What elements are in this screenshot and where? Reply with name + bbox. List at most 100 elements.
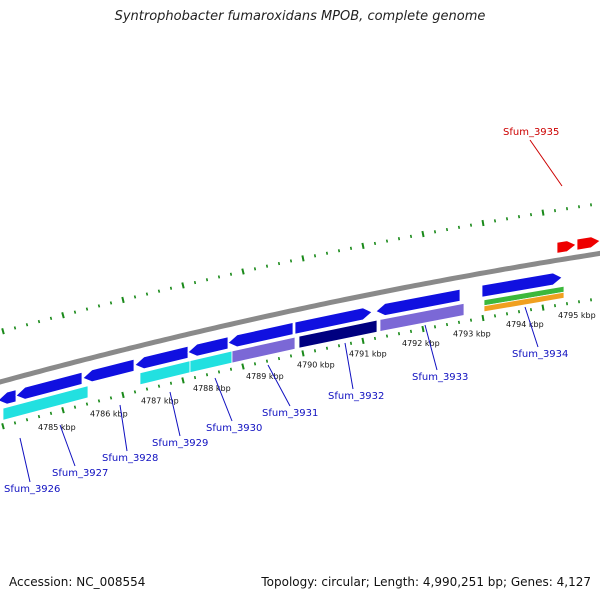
outer-tick-mark [385,239,389,243]
outer-tick-mark [277,261,281,266]
cds-arrow [15,371,83,400]
outer-tick-mark [493,219,497,223]
outer-tick-mark [409,234,413,239]
inner-tick-mark [529,308,533,312]
outer-tick-mark [349,246,353,250]
outer-tick-mark [529,213,533,217]
outer-tick-mark [157,289,161,293]
inner-tick-mark [433,325,437,329]
kbp-label: 4789 kbp [246,372,284,381]
inner-tick-mark [277,356,281,361]
map-title: Syntrophobacter fumaroxidans MPOB, compl… [114,9,486,24]
gene-label-leader [169,391,181,437]
outer-tick-mark [289,259,293,263]
kbp-label: 4787 kbp [141,397,179,406]
gene-label-leader [267,364,291,407]
gene-label: Sfum_3934 [512,349,568,360]
outer-tick-mark [25,323,29,327]
outer-tick-mark [217,275,221,279]
kbp-label: 4795 kbp [558,311,596,320]
outer-tick-mark [85,307,89,311]
gene-label: Sfum_3927 [52,468,108,479]
cds-arrow [481,272,563,298]
outer-tick-mark [169,286,173,290]
inner-tick-mark [409,329,413,334]
kbp-label: 4794 kbp [506,320,544,329]
outer-tick-mark [517,215,521,219]
outer-tick-mark [361,242,365,249]
inner-tick-mark [373,336,377,341]
outer-tick-mark [421,230,425,238]
inner-tick-mark [385,334,389,338]
outer-tick-mark [265,264,269,268]
gene-label-leader [529,139,563,187]
cds-arrow [227,322,294,348]
outer-tick-mark [181,282,185,289]
cds-arrow [375,288,461,316]
inner-tick-mark [97,399,101,403]
outer-tick-mark [121,296,125,304]
outer-tick-mark [337,249,341,253]
inner-tick-mark [1,423,5,430]
outer-tick-mark [193,280,197,285]
gene-label-highlight: Sfum_3935 [503,127,559,138]
kbp-label: 4792 kbp [402,339,440,348]
outer-tick-mark [109,301,113,305]
gene-label: Sfum_3926 [4,484,60,495]
inner-tick-mark [541,304,545,311]
outer-tick-mark [49,316,53,321]
gene-band [379,302,465,332]
inner-tick-mark [229,367,233,371]
outer-tick-mark [241,268,245,275]
outer-tick-mark [373,241,377,246]
cds-arrow [82,358,135,383]
kbp-label: 4790 kbp [297,361,335,370]
cds-arrow [294,307,373,335]
genome-summary: Topology: circular; Length: 4,990,251 bp… [261,575,591,589]
inner-tick-mark [481,314,485,322]
inner-tick-mark [169,381,173,385]
outer-tick-mark [445,227,449,232]
cds-arrow-highlight [576,236,600,251]
gene-band [2,385,89,421]
kbp-label: 4791 kbp [349,350,387,359]
outer-tick-mark [541,209,545,216]
inner-tick-mark [289,354,293,358]
gene-label-leader [119,404,128,452]
accession-label: Accession: NC_008554 [9,575,146,589]
gene-label-leader [59,424,76,467]
outer-tick-mark [229,272,233,276]
inner-tick-mark [145,387,149,391]
inner-tick-mark [349,341,353,345]
inner-tick-mark [73,405,77,409]
inner-tick-mark [157,384,161,388]
inner-tick-mark [265,359,269,363]
gene-label: Sfum_3931 [262,408,318,419]
inner-tick-mark [193,375,197,380]
inner-tick-mark [301,350,305,357]
outer-tick-mark [61,312,65,319]
gene-label: Sfum_3930 [206,423,262,434]
inner-tick-mark [241,363,245,370]
inner-tick-mark [61,407,65,414]
inner-tick-mark [325,346,329,350]
inner-tick-mark [421,325,425,333]
inner-tick-mark [49,411,53,416]
inner-tick-mark [109,396,113,400]
kbp-label: 4785 kbp [38,423,76,432]
inner-tick-mark [469,318,473,322]
inner-tick-mark [85,402,89,406]
inner-tick-mark [181,377,185,384]
gene-band [298,319,378,349]
inner-tick-mark [121,391,125,399]
outer-tick-mark [325,251,329,255]
inner-tick-mark [217,370,221,374]
outer-tick-mark [133,295,137,299]
inner-tick-mark [25,418,29,422]
outer-tick-mark [145,292,149,296]
outer-tick-mark [97,304,101,308]
gene-label: Sfum_3929 [152,438,208,449]
outer-tick-mark [13,326,17,330]
outer-tick-mark [253,267,257,271]
gene-label: Sfum_3933 [412,372,468,383]
